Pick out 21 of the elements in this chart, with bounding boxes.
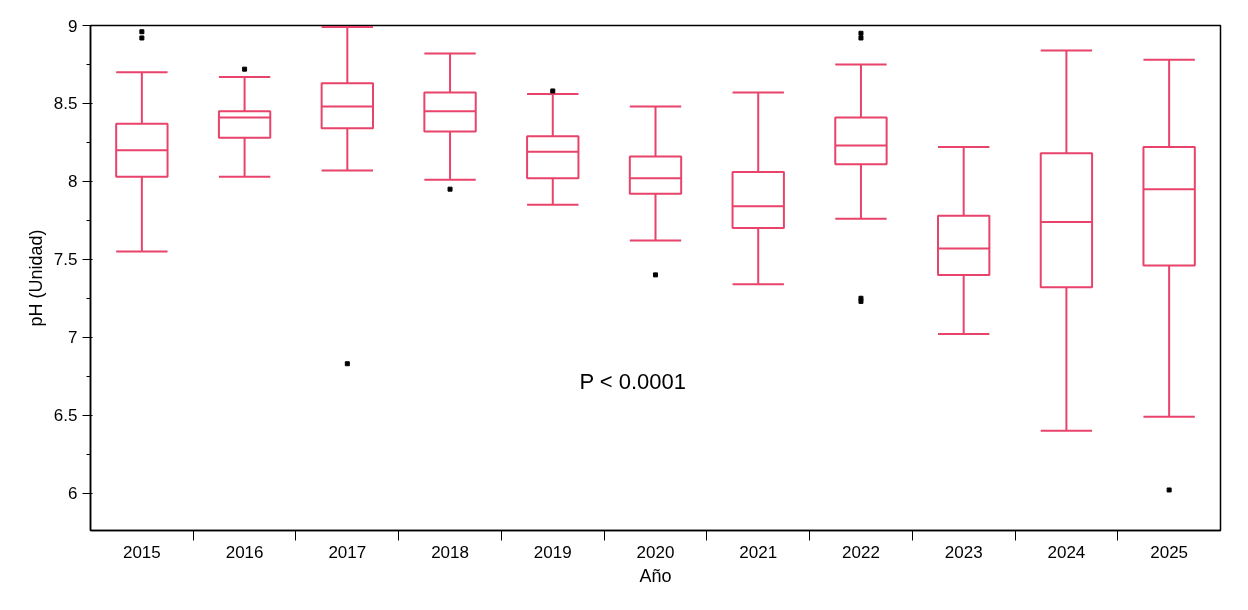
x-tick-label: 2023 [944, 542, 983, 562]
y-tick-label: 8 [68, 172, 78, 192]
y-tick-label: 7 [68, 328, 78, 348]
annotation: P < 0.0001 [579, 369, 687, 395]
y-axis-title: pH (Unidad) [25, 229, 46, 327]
x-axis-title: Año [639, 565, 672, 586]
y-tick-label: 7.5 [53, 250, 78, 270]
x-tick-label: 2018 [431, 542, 469, 562]
x-tick-label: 2016 [225, 542, 264, 562]
y-tick-label: 9 [68, 16, 78, 36]
x-tick-label: 2024 [1047, 542, 1086, 562]
x-tick-label: 2020 [636, 542, 675, 562]
x-tick-label: 2025 [1150, 542, 1189, 562]
y-tick-label: 8.5 [53, 94, 78, 114]
y-tick-label: 6 [68, 484, 78, 504]
y-tick-label: 6.5 [53, 406, 78, 426]
x-tick-label: 2021 [739, 542, 778, 562]
x-tick-label: 2015 [122, 542, 161, 562]
x-tick-label: 2019 [533, 542, 572, 562]
x-tick-label: 2017 [328, 542, 367, 562]
x-tick-label: 2022 [842, 542, 880, 562]
